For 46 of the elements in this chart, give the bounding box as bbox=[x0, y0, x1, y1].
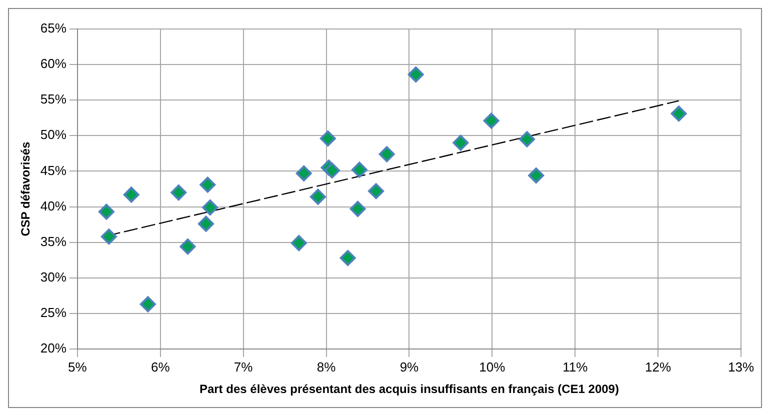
point bbox=[100, 228, 117, 245]
point bbox=[351, 162, 368, 178]
y-tick-label: 30% bbox=[40, 269, 67, 284]
x-tick-label: 5% bbox=[68, 359, 88, 374]
point bbox=[670, 106, 687, 122]
y-tick-label: 65% bbox=[40, 20, 67, 36]
y-tick-label: 50% bbox=[40, 127, 67, 142]
point bbox=[310, 188, 326, 205]
x-tick-label: 12% bbox=[645, 359, 672, 374]
point bbox=[202, 199, 218, 216]
x-tick-label: 7% bbox=[234, 359, 254, 374]
y-tick-label: 20% bbox=[40, 340, 67, 356]
x-tick-label: 8% bbox=[316, 359, 336, 374]
y-tick-label: 25% bbox=[40, 305, 67, 320]
y-tick-label: 45% bbox=[40, 162, 67, 178]
point bbox=[198, 216, 214, 232]
x-tick-label: 10% bbox=[479, 359, 506, 374]
point bbox=[350, 200, 366, 217]
point bbox=[320, 130, 336, 147]
point bbox=[378, 146, 395, 162]
x-tick-label: 9% bbox=[400, 359, 420, 374]
point bbox=[518, 131, 535, 148]
y-axis-title: CSP défavorisés bbox=[18, 141, 33, 236]
point bbox=[483, 112, 500, 129]
point bbox=[296, 165, 312, 182]
y-tick-label: 40% bbox=[40, 198, 67, 214]
point bbox=[408, 66, 424, 83]
point bbox=[290, 235, 307, 252]
point bbox=[452, 134, 469, 151]
point bbox=[123, 186, 140, 203]
point bbox=[340, 250, 356, 266]
y-tick-label: 35% bbox=[40, 234, 67, 249]
point bbox=[98, 204, 114, 220]
point bbox=[180, 238, 196, 255]
point bbox=[324, 162, 340, 179]
point bbox=[368, 183, 384, 200]
y-tick-label: 55% bbox=[40, 92, 67, 107]
x-tick-label: 13% bbox=[728, 359, 754, 374]
x-axis-title: Part des élèves présentant des acquis insuffisants en français (CE1 2009) bbox=[199, 382, 619, 396]
point bbox=[140, 296, 156, 312]
point bbox=[200, 176, 216, 193]
y-tick-label: 60% bbox=[40, 56, 67, 72]
x-tick-label: 6% bbox=[150, 359, 170, 374]
point bbox=[528, 167, 544, 184]
x-tick-label: 11% bbox=[562, 359, 588, 374]
point bbox=[170, 184, 187, 201]
